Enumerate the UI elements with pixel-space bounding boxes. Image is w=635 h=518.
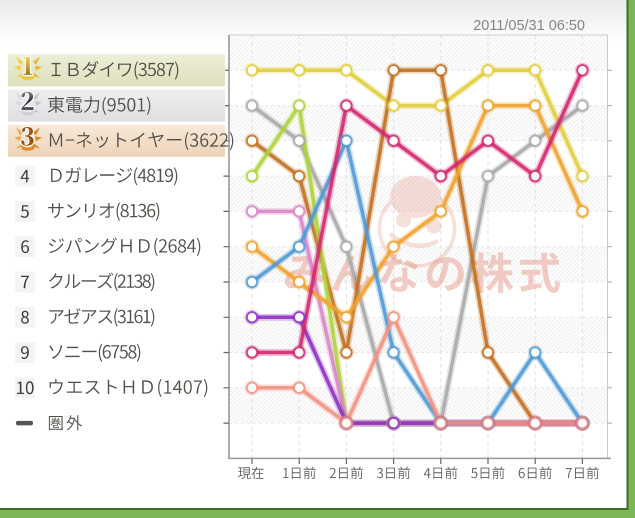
svg-text:2011/05/31 06:50: 2011/05/31 06:50 <box>473 18 585 34</box>
